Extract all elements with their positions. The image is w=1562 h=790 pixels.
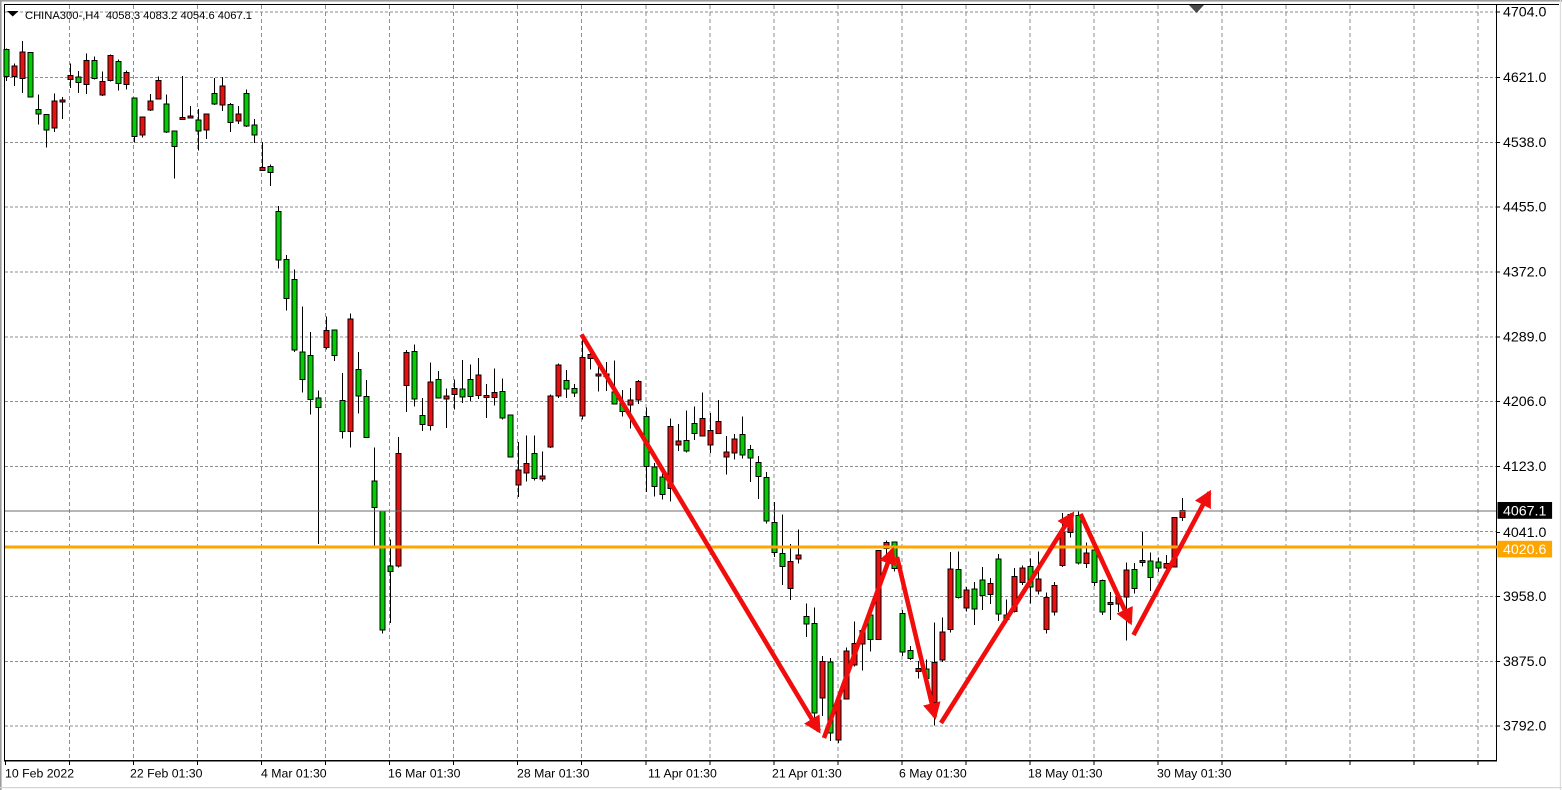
svg-text:4455.0: 4455.0 [1503,200,1547,216]
svg-text:30 May 01:30: 30 May 01:30 [1157,767,1232,781]
svg-text:4123.0: 4123.0 [1503,459,1547,475]
svg-text:3958.0: 3958.0 [1503,589,1547,605]
svg-text:4 Mar 01:30: 4 Mar 01:30 [261,767,327,781]
svg-text:28 Mar 01:30: 28 Mar 01:30 [517,767,590,781]
svg-text:4020.6: 4020.6 [1503,542,1547,558]
svg-text:4289.0: 4289.0 [1503,329,1547,345]
svg-text:CHINA300-,H4 4058.3 4083.2 40: CHINA300-,H4 4058.3 4083.2 4054.6 4067.1 [25,10,252,22]
svg-text:3792.0: 3792.0 [1503,719,1547,735]
svg-text:16 Mar 01:30: 16 Mar 01:30 [388,767,461,781]
svg-text:4041.0: 4041.0 [1503,525,1547,541]
svg-text:10 Feb 2022: 10 Feb 2022 [5,767,74,781]
svg-text:18 May 01:30: 18 May 01:30 [1028,767,1103,781]
svg-text:21 Apr 01:30: 21 Apr 01:30 [772,767,842,781]
svg-text:4372.0: 4372.0 [1503,264,1547,280]
svg-text:6 May 01:30: 6 May 01:30 [899,767,967,781]
svg-text:4704.0: 4704.0 [1503,5,1547,21]
svg-text:4067.1: 4067.1 [1503,503,1547,519]
svg-text:22 Feb 01:30: 22 Feb 01:30 [130,767,203,781]
svg-text:4206.0: 4206.0 [1503,394,1547,410]
svg-text:4538.0: 4538.0 [1503,135,1547,151]
svg-text:11 Apr 01:30: 11 Apr 01:30 [648,767,717,781]
svg-text:3875.0: 3875.0 [1503,654,1547,670]
svg-text:4621.0: 4621.0 [1503,70,1547,86]
